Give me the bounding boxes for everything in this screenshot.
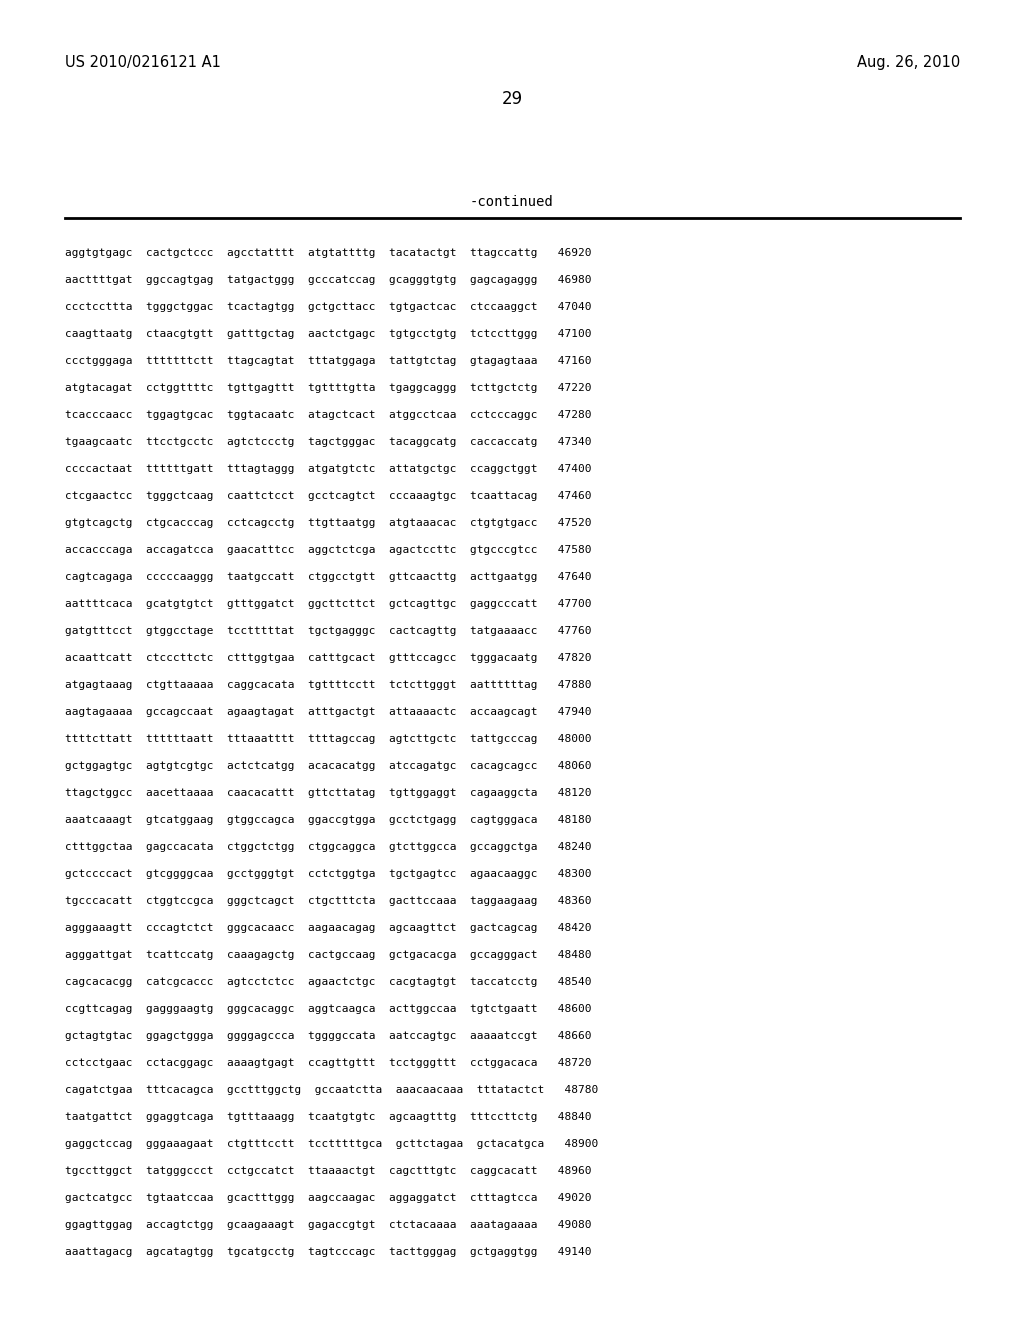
Text: tgcccacatt  ctggtccgca  gggctcagct  ctgctttcta  gacttccaaa  taggaagaag   48360: tgcccacatt ctggtccgca gggctcagct ctgcttt… bbox=[65, 896, 592, 906]
Text: Aug. 26, 2010: Aug. 26, 2010 bbox=[857, 55, 961, 70]
Text: gatgtttcct  gtggcctage  tcctttttat  tgctgagggc  cactcagttg  tatgaaaacc   47760: gatgtttcct gtggcctage tcctttttat tgctgag… bbox=[65, 626, 592, 636]
Text: 29: 29 bbox=[502, 90, 522, 108]
Text: ccctgggaga  tttttttctt  ttagcagtat  tttatggaga  tattgtctag  gtagagtaaa   47160: ccctgggaga tttttttctt ttagcagtat tttatgg… bbox=[65, 356, 592, 366]
Text: tcacccaacc  tggagtgcac  tggtacaatc  atagctcact  atggcctcaa  cctcccaggc   47280: tcacccaacc tggagtgcac tggtacaatc atagctc… bbox=[65, 411, 592, 420]
Text: cagatctgaa  tttcacagca  gcctttggctg  gccaatctta  aaacaacaaa  tttatactct   48780: cagatctgaa tttcacagca gcctttggctg gccaat… bbox=[65, 1085, 598, 1096]
Text: ccgttcagag  gagggaagtg  gggcacaggc  aggtcaagca  acttggccaa  tgtctgaatt   48600: ccgttcagag gagggaagtg gggcacaggc aggtcaa… bbox=[65, 1005, 592, 1014]
Text: aaatcaaagt  gtcatggaag  gtggccagca  ggaccgtgga  gcctctgagg  cagtgggaca   48180: aaatcaaagt gtcatggaag gtggccagca ggaccgt… bbox=[65, 814, 592, 825]
Text: aattttcaca  gcatgtgtct  gtttggatct  ggcttcttct  gctcagttgc  gaggcccatt   47700: aattttcaca gcatgtgtct gtttggatct ggcttct… bbox=[65, 599, 592, 609]
Text: US 2010/0216121 A1: US 2010/0216121 A1 bbox=[65, 55, 221, 70]
Text: aaattagacg  agcatagtgg  tgcatgcctg  tagtcccagc  tacttgggag  gctgaggtgg   49140: aaattagacg agcatagtgg tgcatgcctg tagtccc… bbox=[65, 1247, 592, 1257]
Text: cagtcagaga  cccccaaggg  taatgccatt  ctggcctgtt  gttcaacttg  acttgaatgg   47640: cagtcagaga cccccaaggg taatgccatt ctggcct… bbox=[65, 572, 592, 582]
Text: accacccaga  accagatcca  gaacatttcc  aggctctcga  agactccttc  gtgcccgtcc   47580: accacccaga accagatcca gaacatttcc aggctct… bbox=[65, 545, 592, 554]
Text: ggagttggag  accagtctgg  gcaagaaagt  gagaccgtgt  ctctacaaaa  aaatagaaaa   49080: ggagttggag accagtctgg gcaagaaagt gagaccg… bbox=[65, 1220, 592, 1230]
Text: agggaaagtt  cccagtctct  gggcacaacc  aagaacagag  agcaagttct  gactcagcag   48420: agggaaagtt cccagtctct gggcacaacc aagaaca… bbox=[65, 923, 592, 933]
Text: gtgtcagctg  ctgcacccag  cctcagcctg  ttgttaatgg  atgtaaacac  ctgtgtgacc   47520: gtgtcagctg ctgcacccag cctcagcctg ttgttaa… bbox=[65, 517, 592, 528]
Text: tgaagcaatc  ttcctgcctc  agtctccctg  tagctgggac  tacaggcatg  caccaccatg   47340: tgaagcaatc ttcctgcctc agtctccctg tagctgg… bbox=[65, 437, 592, 447]
Text: gctagtgtac  ggagctggga  ggggagccca  tggggccata  aatccagtgc  aaaaatccgt   48660: gctagtgtac ggagctggga ggggagccca tggggcc… bbox=[65, 1031, 592, 1041]
Text: cagcacacgg  catcgcaccc  agtcctctcc  agaactctgc  cacgtagtgt  taccatcctg   48540: cagcacacgg catcgcaccc agtcctctcc agaactc… bbox=[65, 977, 592, 987]
Text: atgagtaaag  ctgttaaaaa  caggcacata  tgttttcctt  tctcttgggt  aattttttag   47880: atgagtaaag ctgttaaaaa caggcacata tgttttc… bbox=[65, 680, 592, 690]
Text: ttttcttatt  ttttttaatt  tttaaatttt  ttttagccag  agtcttgctc  tattgcccag   48000: ttttcttatt ttttttaatt tttaaatttt ttttagc… bbox=[65, 734, 592, 744]
Text: aacttttgat  ggccagtgag  tatgactggg  gcccatccag  gcagggtgtg  gagcagaggg   46980: aacttttgat ggccagtgag tatgactggg gcccatc… bbox=[65, 275, 592, 285]
Text: gactcatgcc  tgtaatccaa  gcactttggg  aagccaagac  aggaggatct  ctttagtcca   49020: gactcatgcc tgtaatccaa gcactttggg aagccaa… bbox=[65, 1193, 592, 1203]
Text: ctttggctaa  gagccacata  ctggctctgg  ctggcaggca  gtcttggcca  gccaggctga   48240: ctttggctaa gagccacata ctggctctgg ctggcag… bbox=[65, 842, 592, 851]
Text: acaattcatt  ctcccttctc  ctttggtgaa  catttgcact  gtttccagcc  tgggacaatg   47820: acaattcatt ctcccttctc ctttggtgaa catttgc… bbox=[65, 653, 592, 663]
Text: caagttaatg  ctaacgtgtt  gatttgctag  aactctgagc  tgtgcctgtg  tctccttggg   47100: caagttaatg ctaacgtgtt gatttgctag aactctg… bbox=[65, 329, 592, 339]
Text: -continued: -continued bbox=[470, 195, 554, 209]
Text: atgtacagat  cctggttttc  tgttgagttt  tgttttgtta  tgaggcaggg  tcttgctctg   47220: atgtacagat cctggttttc tgttgagttt tgttttg… bbox=[65, 383, 592, 393]
Text: ccctccttta  tgggctggac  tcactagtgg  gctgcttacc  tgtgactcac  ctccaaggct   47040: ccctccttta tgggctggac tcactagtgg gctgctt… bbox=[65, 302, 592, 312]
Text: aagtagaaaa  gccagccaat  agaagtagat  atttgactgt  attaaaactc  accaagcagt   47940: aagtagaaaa gccagccaat agaagtagat atttgac… bbox=[65, 708, 592, 717]
Text: taatgattct  ggaggtcaga  tgtttaaagg  tcaatgtgtc  agcaagtttg  tttccttctg   48840: taatgattct ggaggtcaga tgtttaaagg tcaatgt… bbox=[65, 1111, 592, 1122]
Text: ctcgaactcc  tgggctcaag  caattctcct  gcctcagtct  cccaaagtgc  tcaattacag   47460: ctcgaactcc tgggctcaag caattctcct gcctcag… bbox=[65, 491, 592, 502]
Text: ttagctggcc  aacettaaaa  caacacattt  gttcttatag  tgttggaggt  cagaaggcta   48120: ttagctggcc aacettaaaa caacacattt gttctta… bbox=[65, 788, 592, 799]
Text: gctccccact  gtcggggcaa  gcctgggtgt  cctctggtga  tgctgagtcc  agaacaaggc   48300: gctccccact gtcggggcaa gcctgggtgt cctctgg… bbox=[65, 869, 592, 879]
Text: gaggctccag  gggaaagaat  ctgtttcctt  tcctttttgca  gcttctagaa  gctacatgca   48900: gaggctccag gggaaagaat ctgtttcctt tcctttt… bbox=[65, 1139, 598, 1148]
Text: ccccactaat  ttttttgatt  tttagtaggg  atgatgtctc  attatgctgc  ccaggctggt   47400: ccccactaat ttttttgatt tttagtaggg atgatgt… bbox=[65, 465, 592, 474]
Text: aggtgtgagc  cactgctccc  agcctatttt  atgtattttg  tacatactgt  ttagccattg   46920: aggtgtgagc cactgctccc agcctatttt atgtatt… bbox=[65, 248, 592, 257]
Text: cctcctgaac  cctacggagc  aaaagtgagt  ccagttgttt  tcctgggttt  cctggacaca   48720: cctcctgaac cctacggagc aaaagtgagt ccagttg… bbox=[65, 1059, 592, 1068]
Text: agggattgat  tcattccatg  caaagagctg  cactgccaag  gctgacacga  gccagggact   48480: agggattgat tcattccatg caaagagctg cactgcc… bbox=[65, 950, 592, 960]
Text: gctggagtgc  agtgtcgtgc  actctcatgg  acacacatgg  atccagatgc  cacagcagcc   48060: gctggagtgc agtgtcgtgc actctcatgg acacaca… bbox=[65, 762, 592, 771]
Text: tgccttggct  tatgggccct  cctgccatct  ttaaaactgt  cagctttgtc  caggcacatt   48960: tgccttggct tatgggccct cctgccatct ttaaaac… bbox=[65, 1166, 592, 1176]
